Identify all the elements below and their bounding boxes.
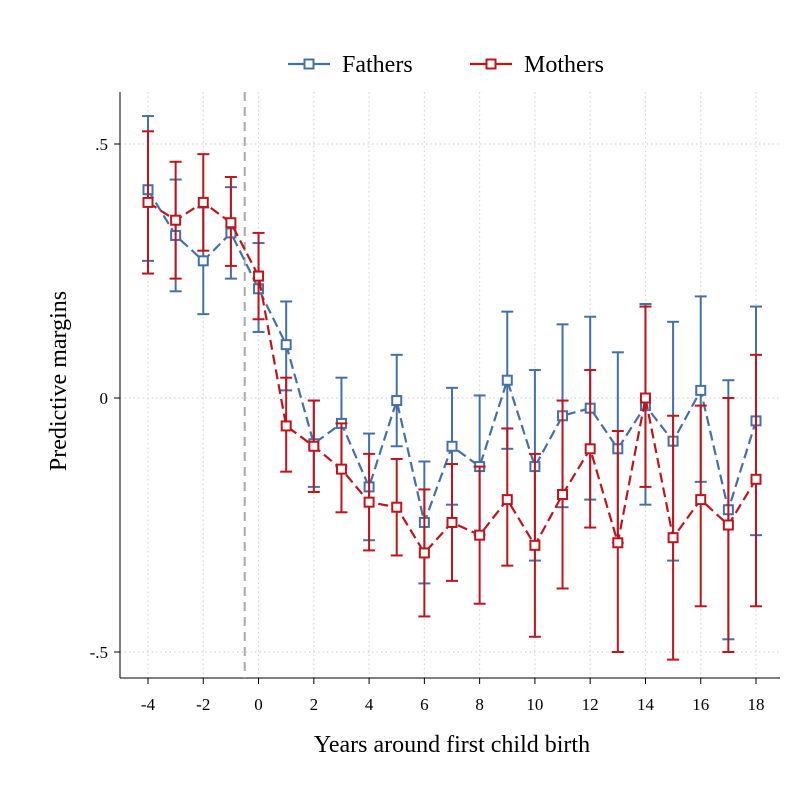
legend-item-mothers: Mothers (470, 52, 604, 78)
legend-marker (303, 58, 315, 70)
data-point (253, 270, 265, 282)
x-tick-label: 12 (582, 695, 599, 714)
series-mothers (142, 130, 762, 661)
legend-label: Mothers (524, 52, 604, 78)
series-group (142, 115, 762, 661)
data-point (363, 496, 375, 508)
data-point (197, 255, 209, 267)
data-point (557, 489, 569, 501)
y-tick-label: 0 (100, 389, 109, 408)
x-axis-title: Years around first child birth (314, 732, 590, 758)
legend: Fathers Mothers (288, 52, 604, 78)
axes (119, 92, 780, 679)
data-point (197, 196, 209, 208)
data-point (501, 494, 513, 506)
y-tick-label: .5 (95, 135, 108, 154)
data-point (639, 392, 651, 404)
legend-marker (485, 58, 497, 70)
x-tick-label: 8 (475, 695, 484, 714)
x-tick-label: 4 (365, 695, 374, 714)
y-tick-label: -.5 (90, 643, 108, 662)
x-tick-label: -4 (141, 695, 156, 714)
data-point (391, 501, 403, 513)
data-point (750, 473, 762, 485)
data-point (225, 217, 237, 229)
data-point (474, 529, 486, 541)
x-tick-label: 18 (748, 695, 765, 714)
x-tick-label: 6 (420, 695, 429, 714)
data-point (446, 440, 458, 452)
data-point (695, 494, 707, 506)
data-point (584, 443, 596, 455)
x-tick-label: 16 (692, 695, 709, 714)
data-point (142, 196, 154, 208)
grid (120, 92, 780, 678)
data-point (667, 532, 679, 544)
legend-label: Fathers (342, 52, 413, 78)
data-point (722, 519, 734, 531)
data-point (446, 516, 458, 528)
data-point (391, 395, 403, 407)
data-point (335, 463, 347, 475)
x-axis-ticks: -4 -2 0 2 4 6 8 10 12 14 16 18 (141, 678, 765, 714)
x-tick-label: 0 (254, 695, 263, 714)
data-point (612, 537, 624, 549)
y-axis-title: Predictive margins (46, 291, 72, 471)
data-point (529, 539, 541, 551)
x-tick-label: -2 (196, 695, 210, 714)
error-bar (694, 404, 707, 608)
data-point (170, 214, 182, 226)
data-point (695, 384, 707, 396)
data-point (280, 339, 292, 351)
legend-item-fathers: Fathers (288, 52, 413, 78)
x-tick-label: 2 (310, 695, 319, 714)
data-point (418, 547, 430, 559)
data-point (501, 374, 513, 386)
data-point (308, 440, 320, 452)
x-tick-label: 10 (526, 695, 543, 714)
x-tick-label: 14 (637, 695, 655, 714)
y-axis-ticks: -.5 0 .5 (90, 135, 120, 662)
data-point (280, 420, 292, 432)
